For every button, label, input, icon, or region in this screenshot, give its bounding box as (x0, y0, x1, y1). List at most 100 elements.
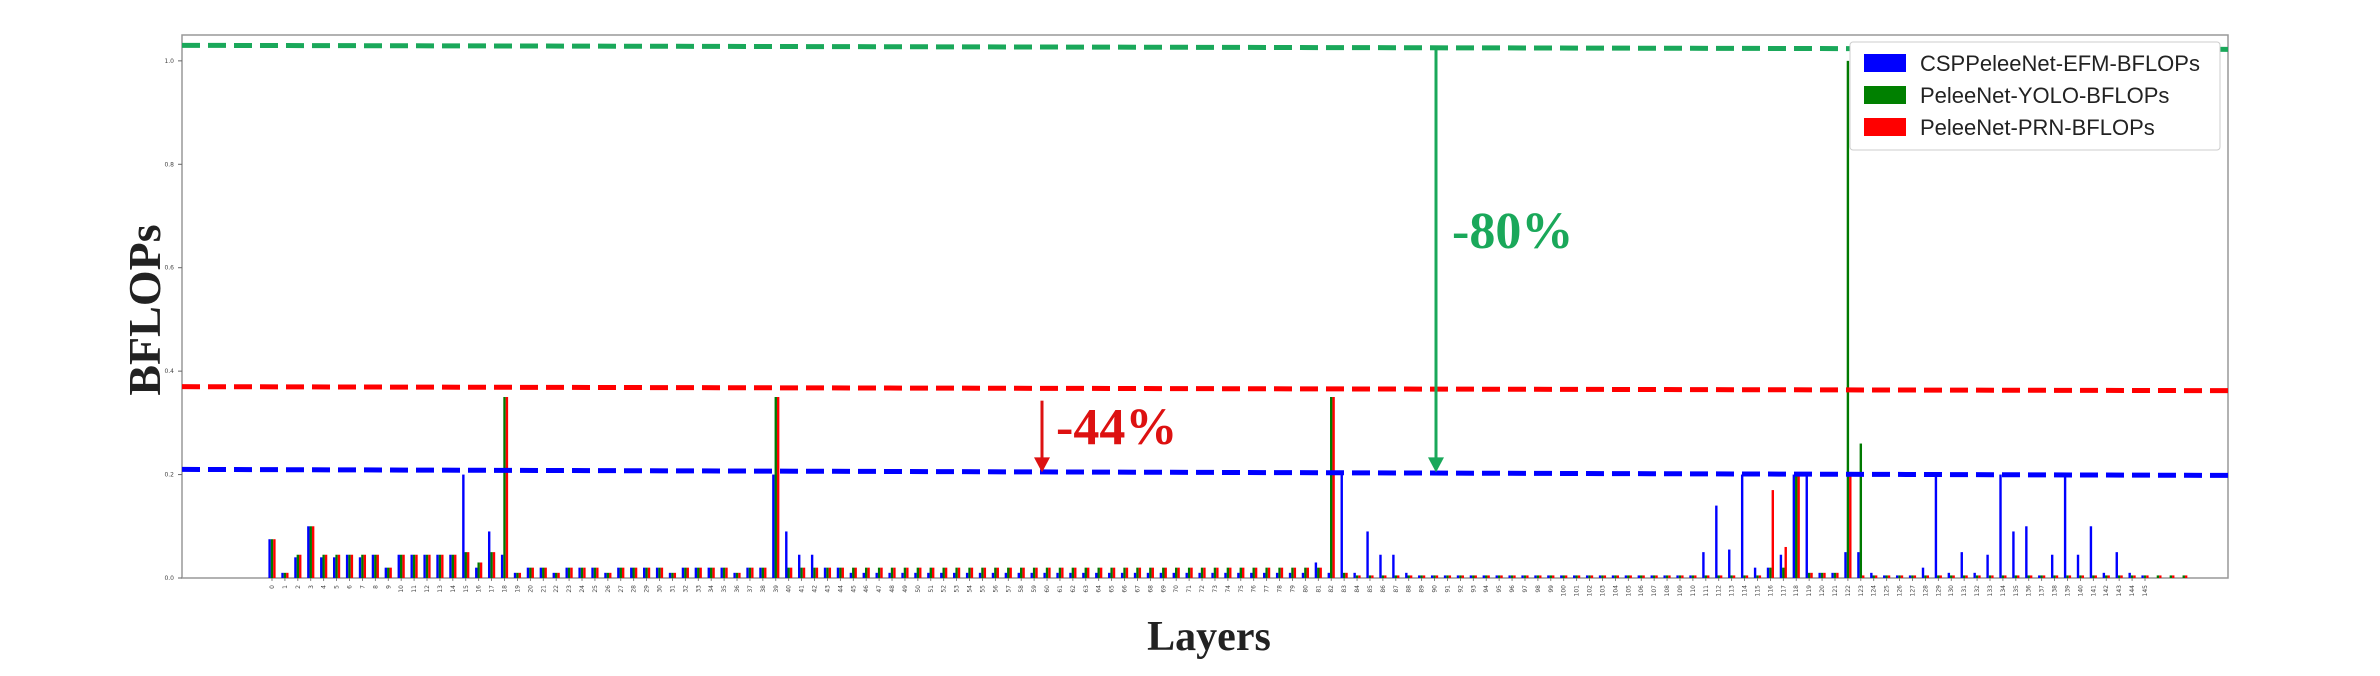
bar-peleenet-yolo-bflops (1640, 575, 1643, 578)
bar-csppeleenet-efm-bflops (1456, 575, 1460, 578)
bar-csppeleenet-efm-bflops (875, 572, 878, 578)
bar-peleenet-yolo-bflops (1226, 567, 1230, 578)
bar-peleenet-yolo-bflops (1497, 575, 1501, 578)
bar-peleenet-yolo-bflops (1020, 567, 1023, 578)
x-tick-label: 80 (1302, 585, 1309, 593)
bar-peleenet-prn-bflops (815, 567, 819, 578)
x-tick-label: 87 (1393, 585, 1400, 593)
x-tick-label: 28 (631, 585, 638, 593)
bar-csppeleenet-efm-bflops (1224, 572, 1227, 578)
bar-peleenet-yolo-bflops (929, 567, 932, 578)
x-tick-label: 73 (1212, 585, 1219, 593)
bar-peleenet-yolo-bflops (335, 554, 338, 578)
bar-csppeleenet-efm-bflops (513, 572, 517, 578)
bar-peleenet-prn-bflops (363, 554, 367, 578)
x-tick-label: 65 (1109, 585, 1116, 593)
bar-csppeleenet-efm-bflops (591, 567, 594, 578)
bar-peleenet-prn-bflops (518, 572, 522, 578)
bar-csppeleenet-efm-bflops (746, 567, 749, 578)
bar-peleenet-yolo-bflops (800, 567, 803, 578)
bar-peleenet-prn-bflops (1358, 575, 1361, 578)
bar-csppeleenet-efm-bflops (552, 572, 555, 578)
bar-peleenet-prn-bflops (1771, 490, 1774, 578)
x-tick-label: 103 (1599, 585, 1606, 597)
bar-peleenet-prn-bflops (1539, 575, 1542, 578)
bar-peleenet-yolo-bflops (348, 554, 351, 578)
bar-peleenet-yolo-bflops (813, 567, 816, 578)
bar-csppeleenet-efm-bflops (1017, 572, 1020, 578)
bar-peleenet-yolo-bflops (1924, 575, 1927, 578)
bar-peleenet-prn-bflops (1190, 567, 1193, 578)
bar-peleenet-yolo-bflops (1510, 575, 1514, 578)
x-tick-label: 50 (915, 585, 922, 593)
bar-peleenet-prn-bflops (1099, 567, 1103, 578)
x-tick-label: 134 (2000, 585, 2007, 597)
bar-peleenet-yolo-bflops (994, 567, 997, 578)
bar-csppeleenet-efm-bflops (604, 572, 607, 578)
x-tick-label: 144 (2129, 585, 2136, 597)
bar-peleenet-prn-bflops (337, 554, 341, 578)
bar-peleenet-prn-bflops (1435, 575, 1439, 578)
bar-peleenet-yolo-bflops (1394, 575, 1397, 578)
x-tick-label: 123 (1858, 585, 1865, 597)
x-tick-label: 60 (1044, 585, 1051, 593)
bar-peleenet-yolo-bflops (542, 567, 545, 578)
bar-csppeleenet-efm-bflops (1663, 575, 1666, 578)
bar-csppeleenet-efm-bflops (1908, 575, 1912, 578)
bar-csppeleenet-efm-bflops (410, 554, 413, 578)
bar-csppeleenet-efm-bflops (1598, 575, 1602, 578)
bar-peleenet-prn-bflops (402, 554, 405, 578)
legend-box (1849, 41, 2221, 151)
bar-peleenet-prn-bflops (621, 567, 625, 578)
bar-csppeleenet-efm-bflops (1430, 575, 1434, 578)
bar-peleenet-yolo-bflops (839, 567, 842, 578)
bar-peleenet-yolo-bflops (955, 567, 958, 578)
bar-peleenet-prn-bflops (1177, 567, 1180, 578)
legend-label: PeleeNet-PRN-BFLOPs (1920, 115, 2155, 140)
x-tick-label: 8 (372, 585, 379, 589)
bar-peleenet-prn-bflops (1422, 575, 1426, 578)
bar-peleenet-prn-bflops (1900, 575, 1904, 578)
bar-peleenet-yolo-bflops (1820, 572, 1824, 578)
bar-peleenet-prn-bflops (415, 554, 418, 578)
bar-csppeleenet-efm-bflops (1185, 572, 1188, 578)
bar-peleenet-yolo-bflops (2105, 575, 2108, 578)
bar-peleenet-yolo-bflops (645, 567, 648, 578)
bar-csppeleenet-efm-bflops (1159, 572, 1163, 578)
bar-peleenet-prn-bflops (1991, 575, 1994, 578)
x-tick-label: 113 (1729, 585, 1736, 597)
x-tick-label: 40 (786, 585, 793, 593)
bar-peleenet-prn-bflops (1293, 567, 1297, 578)
bar-csppeleenet-efm-bflops (423, 554, 426, 578)
legend-swatch (1864, 86, 1906, 104)
bar-peleenet-yolo-bflops (490, 552, 493, 578)
bar-peleenet-prn-bflops (1319, 567, 1322, 578)
bar-peleenet-yolo-bflops (1704, 575, 1708, 578)
bar-peleenet-yolo-bflops (529, 567, 532, 578)
x-tick-label: 89 (1419, 585, 1426, 593)
bar-peleenet-prn-bflops (854, 567, 857, 578)
x-tick-label: 124 (1871, 585, 1878, 597)
bar-peleenet-prn-bflops (996, 567, 999, 578)
bar-csppeleenet-efm-bflops (785, 531, 788, 578)
bar-peleenet-prn-bflops (699, 567, 702, 578)
x-tick-label: 136 (2026, 585, 2033, 597)
bar-peleenet-yolo-bflops (1071, 567, 1075, 578)
x-tick-label: 84 (1354, 585, 1361, 593)
bar-peleenet-prn-bflops (2081, 575, 2085, 578)
bar-csppeleenet-efm-bflops (1237, 572, 1240, 578)
bar-peleenet-prn-bflops (1487, 575, 1490, 578)
bar-csppeleenet-efm-bflops (772, 474, 775, 578)
bar-csppeleenet-efm-bflops (281, 572, 284, 578)
x-tick-label: 45 (850, 585, 857, 593)
x-tick-label: 14 (450, 585, 457, 593)
bar-csppeleenet-efm-bflops (953, 572, 956, 578)
bar-peleenet-yolo-bflops (2001, 575, 2005, 578)
x-tick-label: 49 (902, 585, 909, 593)
bar-peleenet-yolo-bflops (2169, 575, 2173, 578)
bar-peleenet-prn-bflops (1862, 575, 1865, 578)
bar-peleenet-prn-bflops (505, 397, 509, 578)
x-tick-label: 78 (1277, 585, 1284, 593)
bar-peleenet-prn-bflops (2184, 575, 2188, 578)
x-tick-label: 62 (1070, 585, 1077, 593)
